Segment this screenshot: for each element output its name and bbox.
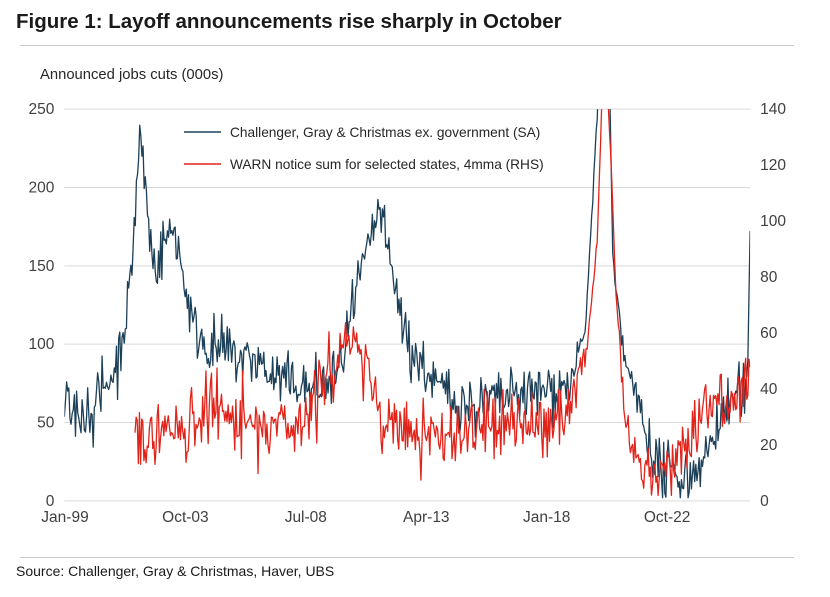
svg-text:Oct-22: Oct-22 <box>644 509 691 526</box>
svg-text:80: 80 <box>760 269 778 286</box>
svg-text:150: 150 <box>29 258 55 275</box>
svg-text:100: 100 <box>760 213 786 230</box>
svg-text:200: 200 <box>29 180 55 197</box>
svg-text:20: 20 <box>760 437 778 454</box>
svg-text:50: 50 <box>37 415 55 432</box>
svg-text:0: 0 <box>760 493 769 510</box>
svg-text:Jul-08: Jul-08 <box>285 509 327 526</box>
svg-text:40: 40 <box>760 381 778 398</box>
svg-text:0: 0 <box>46 493 55 510</box>
svg-text:120: 120 <box>760 157 786 174</box>
svg-text:100: 100 <box>29 336 55 353</box>
svg-text:Apr-13: Apr-13 <box>403 509 450 526</box>
svg-text:Jan-18: Jan-18 <box>523 509 570 526</box>
svg-text:60: 60 <box>760 325 778 342</box>
svg-text:Challenger, Gray & Christmas e: Challenger, Gray & Christmas ex. governm… <box>230 125 540 140</box>
svg-text:Oct-03: Oct-03 <box>162 509 209 526</box>
svg-text:WARN notice sum for selected s: WARN notice sum for selected states, 4mm… <box>230 157 544 172</box>
svg-text:Jan-99: Jan-99 <box>41 509 88 526</box>
svg-text:250: 250 <box>29 101 55 118</box>
svg-text:140: 140 <box>760 101 786 118</box>
